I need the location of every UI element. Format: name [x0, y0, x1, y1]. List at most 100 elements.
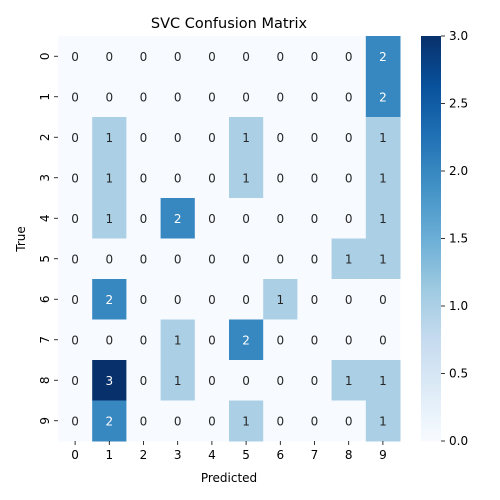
y-tick-label: 5 [38, 255, 52, 263]
cell-value-label: 2 [105, 293, 113, 307]
cell-value-label: 0 [276, 212, 284, 226]
cell-value-label: 0 [345, 333, 353, 347]
cell-value-label: 0 [242, 90, 250, 104]
cell-value-label: 0 [140, 131, 148, 145]
cell-value-label: 0 [242, 293, 250, 307]
heatmap-cell [160, 360, 196, 401]
y-axis-label: True [14, 226, 28, 253]
heatmap-cell [160, 36, 196, 77]
cell-value-label: 1 [345, 252, 353, 266]
cell-value-label: 0 [71, 171, 79, 185]
heatmap-cell [92, 279, 127, 320]
cell-value-label: 0 [345, 212, 353, 226]
cell-value-label: 0 [345, 90, 353, 104]
y-tick-label: 4 [38, 214, 52, 222]
cell-value-label: 0 [174, 252, 182, 266]
heatmap-cell [365, 279, 401, 320]
heatmap-cell [331, 279, 367, 320]
heatmap-cell [92, 76, 127, 118]
heatmap-cell [365, 400, 401, 442]
cell-value-label: 1 [379, 171, 387, 185]
heatmap-cell [92, 36, 127, 77]
heatmap-cell [263, 319, 298, 361]
cell-value-label: 0 [105, 90, 113, 104]
cell-value-label: 0 [311, 252, 319, 266]
x-tick-label: 7 [311, 448, 319, 462]
cell-value-label: 1 [276, 293, 284, 307]
cell-value-label: 0 [208, 293, 216, 307]
heatmap-cell [126, 117, 162, 158]
cell-value-label: 0 [345, 414, 353, 428]
cell-value-label: 0 [71, 212, 79, 226]
cell-value-label: 1 [379, 212, 387, 226]
cell-value-label: 0 [242, 212, 250, 226]
cell-value-label: 0 [140, 293, 148, 307]
heatmap-cell [229, 279, 264, 320]
heatmap-cell [229, 36, 264, 77]
y-tick-label: 8 [38, 376, 52, 384]
y-tick-label: 0 [38, 52, 52, 60]
cell-value-label: 0 [345, 171, 353, 185]
heatmap-cell [331, 157, 367, 199]
heatmap-cell [331, 400, 367, 442]
heatmap-cell [229, 198, 264, 239]
cell-value-label: 0 [311, 90, 319, 104]
cell-value-label: 0 [276, 374, 284, 388]
heatmap-cell [194, 238, 230, 280]
cell-value-label: 0 [140, 90, 148, 104]
heatmap-cell [297, 157, 333, 199]
chart-title: SVC Confusion Matrix [151, 16, 308, 32]
heatmap-cell [126, 76, 162, 118]
heatmap-cell [263, 198, 298, 239]
cell-value-label: 0 [276, 171, 284, 185]
heatmap-cell [194, 400, 230, 442]
cell-value-label: 2 [379, 50, 387, 64]
cell-value-label: 1 [242, 414, 250, 428]
heatmap-cell [58, 117, 93, 158]
heatmap-cell [331, 76, 367, 118]
cell-value-label: 2 [174, 212, 182, 226]
cell-value-label: 0 [71, 90, 79, 104]
x-axis-ticks: 0 1 2 3 4 5 6 7 8 9 [71, 441, 387, 462]
colorbar-tick-label: 0.5 [449, 367, 468, 381]
heatmap-cell [58, 400, 93, 442]
cell-value-label: 0 [71, 131, 79, 145]
heatmap-cell [194, 360, 230, 401]
cell-value-label: 0 [311, 374, 319, 388]
heatmap-cell [297, 319, 333, 361]
cell-value-label: 0 [140, 171, 148, 185]
cell-value-label: 0 [174, 171, 182, 185]
colorbar-tick-label: 1.0 [449, 299, 468, 313]
heatmap-cell [58, 198, 93, 239]
cell-value-label: 0 [311, 171, 319, 185]
cell-value-label: 1 [379, 414, 387, 428]
heatmap-cell [194, 319, 230, 361]
cell-value-label: 0 [174, 50, 182, 64]
colorbar-tick-label: 2.5 [449, 97, 468, 111]
heatmap-cell [263, 117, 298, 158]
heatmap-cell [58, 319, 93, 361]
heatmap-cell [297, 238, 333, 280]
y-axis-ticks: 0 1 2 3 4 5 6 7 8 9 [38, 52, 58, 425]
heatmap-cell [126, 360, 162, 401]
colorbar [421, 36, 441, 441]
x-tick-label: 5 [242, 448, 250, 462]
y-tick-label: 7 [38, 336, 52, 344]
cell-value-label: 0 [105, 333, 113, 347]
heatmap-cell [160, 279, 196, 320]
cell-value-label: 0 [379, 333, 387, 347]
colorbar-tick-label: 1.5 [449, 232, 468, 246]
cell-value-label: 0 [208, 212, 216, 226]
heatmap-cell [365, 76, 401, 118]
heatmap-cell [263, 360, 298, 401]
cell-value-label: 0 [105, 50, 113, 64]
cell-value-label: 1 [242, 131, 250, 145]
heatmap-cell [365, 238, 401, 280]
x-tick-label: 3 [174, 448, 182, 462]
cell-value-label: 0 [208, 171, 216, 185]
cell-value-label: 0 [345, 293, 353, 307]
cell-value-label: 0 [311, 414, 319, 428]
heatmap-cells [58, 36, 401, 442]
cell-value-label: 0 [71, 333, 79, 347]
